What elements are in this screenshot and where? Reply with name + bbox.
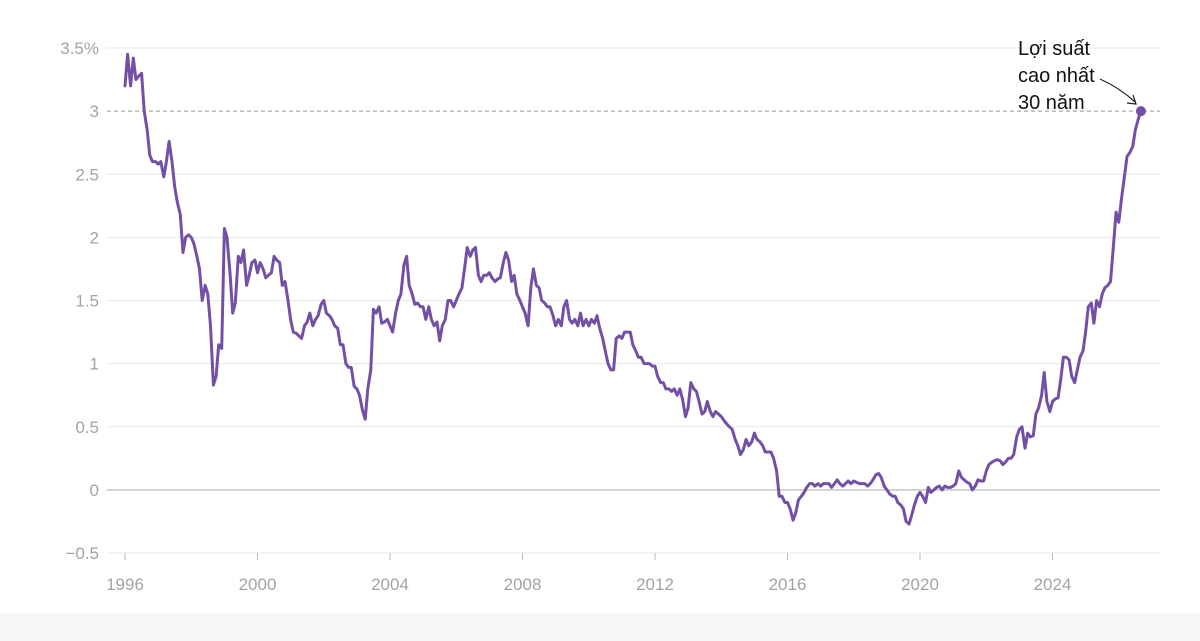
annotation: Lợi suất cao nhất 30 năm — [1018, 38, 1146, 117]
y-tick-label: 0 — [90, 481, 99, 500]
x-tick-label: 2000 — [239, 575, 277, 594]
yield-series-line — [123, 52, 1143, 526]
x-tick-label: 2016 — [769, 575, 807, 594]
annotation-line: cao nhất — [1018, 65, 1095, 87]
series-group — [123, 52, 1143, 526]
x-tick-label: 2004 — [371, 575, 409, 594]
annotation-line: Lợi suất — [1018, 38, 1090, 60]
latest-point-marker — [1135, 106, 1146, 117]
annotation-line: 30 năm — [1018, 92, 1085, 114]
y-tick-label: 3 — [90, 102, 99, 121]
y-tick-label: 2.5 — [75, 165, 99, 184]
annotation-arrowhead — [1126, 94, 1137, 105]
x-tick-label: 2024 — [1034, 575, 1072, 594]
annotation-label: Lợi suất cao nhất 30 năm — [1018, 38, 1095, 114]
x-axis-ticks: 1996 2000 2004 2008 2012 2016 2020 2024 — [106, 553, 1071, 594]
x-tick-label: 2012 — [636, 575, 674, 594]
x-tick-label: 2008 — [504, 575, 542, 594]
y-axis-ticks: 3.5% 3 2.5 2 1.5 1 0.5 0 −0.5 — [60, 39, 99, 563]
chart-area: 3.5% 3 2.5 2 1.5 1 0.5 0 −0.5 1996 2000 2004 2008 20… — [60, 38, 1160, 594]
y-tick-label: 0.5 — [75, 418, 99, 437]
annotation-arrow — [1099, 78, 1136, 103]
y-tick-label: 3.5% — [60, 39, 99, 58]
x-tick-label: 2020 — [901, 575, 939, 594]
y-tick-label: −0.5 — [65, 544, 99, 563]
y-tick-label: 1 — [90, 355, 99, 374]
gridlines — [107, 47, 1160, 554]
x-tick-label: 1996 — [106, 575, 144, 594]
y-tick-label: 1.5 — [75, 292, 99, 311]
yield-line-chart: 3.5% 3 2.5 2 1.5 1 0.5 0 −0.5 1996 2000 2004 2008 20… — [60, 38, 1160, 594]
y-tick-label: 2 — [90, 228, 99, 247]
